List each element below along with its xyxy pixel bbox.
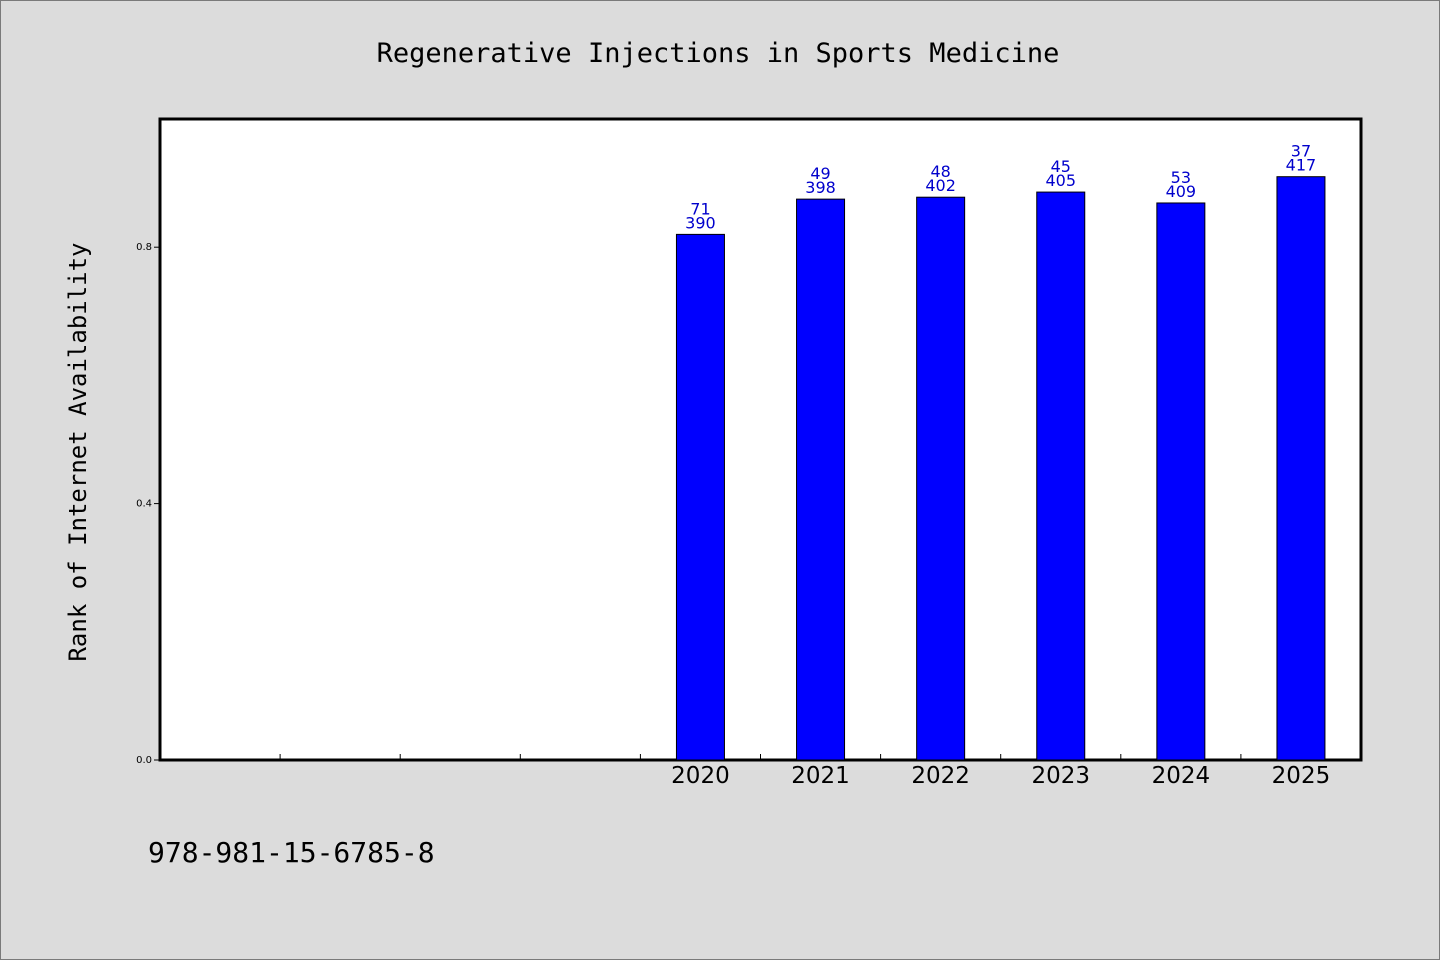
x-tick-label: 2024 — [1152, 763, 1211, 789]
y-axis-ticks: 0.0 0.4 0.8 — [136, 242, 160, 766]
bar-label-top: 45 — [1051, 157, 1071, 176]
bar-label-bottom: 409 — [1166, 182, 1197, 201]
bar — [1156, 202, 1206, 761]
y-axis-label: Rank of Internet Availability — [64, 242, 92, 661]
y-tick-label: 0.8 — [136, 242, 152, 253]
x-tick-label: 2020 — [671, 763, 730, 789]
y-tick-label: 0.0 — [136, 755, 152, 766]
bar-label-top: 53 — [1171, 168, 1191, 187]
x-tick-label: 2023 — [1031, 763, 1090, 789]
bar-label-bottom: 417 — [1286, 156, 1317, 175]
bar — [675, 233, 725, 761]
bars-group — [675, 176, 1326, 761]
bar-label-bottom: 402 — [925, 176, 956, 195]
bar — [916, 196, 966, 761]
x-tick-label: 2025 — [1272, 763, 1331, 789]
bar — [1276, 176, 1326, 761]
chart-title: Regenerative Injections in Sports Medici… — [377, 38, 1060, 69]
bar-label-top: 71 — [690, 199, 710, 218]
bar-label-top: 49 — [810, 164, 830, 183]
bar-label-bottom: 398 — [805, 178, 836, 197]
y-tick-label: 0.4 — [136, 499, 152, 510]
bar — [1036, 191, 1086, 761]
bar-label-bottom: 390 — [685, 213, 716, 232]
bar — [796, 198, 846, 761]
bar-label-bottom: 405 — [1045, 171, 1076, 190]
bar-label-top: 37 — [1291, 142, 1311, 161]
x-tick-label: 2022 — [911, 763, 970, 789]
x-axis-ticks: 2020 2021 2022 2023 2024 2025 — [279, 754, 1331, 789]
isbn-footer: 978-981-15-6785-8 — [148, 836, 435, 869]
x-tick-label: 2021 — [791, 763, 850, 789]
bar-label-top: 48 — [930, 162, 950, 181]
